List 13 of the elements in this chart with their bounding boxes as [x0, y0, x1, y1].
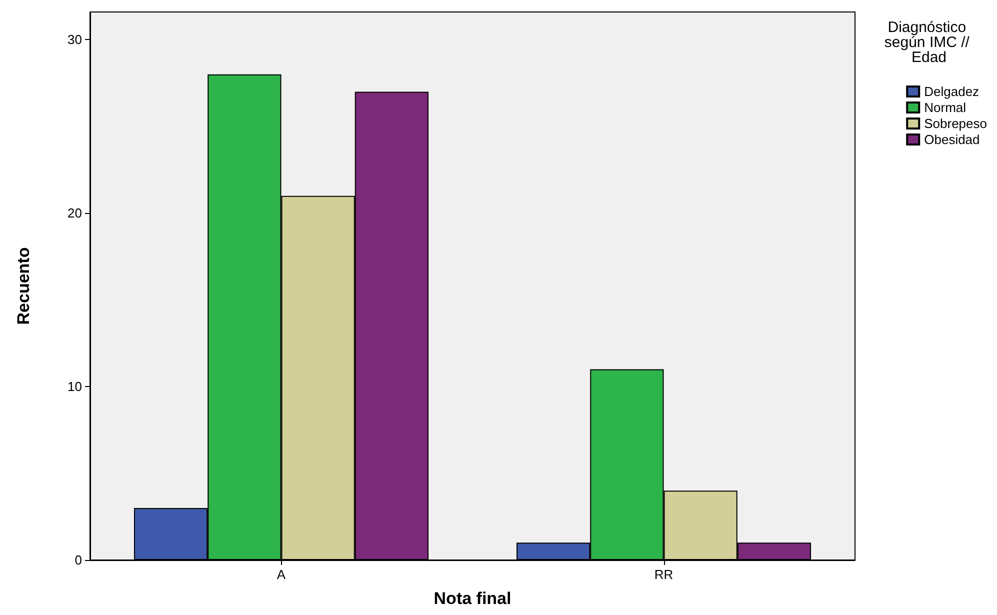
legend-label: Sobrepeso [924, 116, 988, 131]
legend-title: Diagnóstico según IMC // Edad [884, 19, 974, 66]
x-axis-title: Nota final [434, 589, 512, 608]
legend-label: Obesidad [924, 132, 980, 147]
y-tick-label: 30 [68, 32, 82, 48]
y-tick-label: 20 [68, 206, 82, 221]
y-tick-label: 10 [68, 379, 82, 394]
legend-label: Delgadez [924, 84, 980, 99]
legend-label: Normal [924, 100, 966, 115]
y-tick-label: 0 [74, 552, 82, 568]
x-tick-label: RR [654, 567, 674, 582]
y-axis-title: Recuento [14, 247, 33, 325]
x-tick-label: A [276, 567, 286, 582]
